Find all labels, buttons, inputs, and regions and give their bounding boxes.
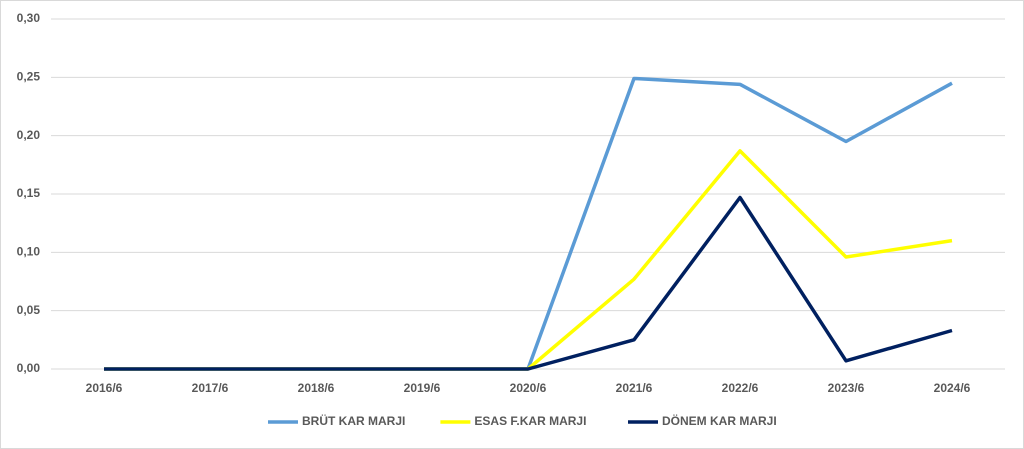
legend-label: DÖNEM KAR MARJI bbox=[662, 413, 777, 428]
y-tick-label: 0,25 bbox=[17, 70, 41, 84]
x-tick-label: 2017/6 bbox=[192, 381, 229, 395]
y-tick-label: 0,10 bbox=[17, 245, 41, 259]
x-tick-label: 2023/6 bbox=[828, 381, 865, 395]
series-line bbox=[104, 195, 953, 371]
y-tick-label: 0,05 bbox=[17, 303, 41, 317]
y-tick-label: 0,15 bbox=[17, 186, 41, 200]
x-tick-label: 2016/6 bbox=[86, 381, 123, 395]
x-tick-label: 2020/6 bbox=[510, 381, 547, 395]
y-tick-label: 0,20 bbox=[17, 128, 41, 142]
legend-label: ESAS F.KAR MARJI bbox=[474, 414, 586, 428]
x-tick-label: 2024/6 bbox=[934, 381, 971, 395]
x-tick-label: 2019/6 bbox=[404, 381, 441, 395]
x-tick-label: 2018/6 bbox=[298, 381, 335, 395]
x-tick-label: 2022/6 bbox=[722, 381, 759, 395]
x-tick-label: 2021/6 bbox=[616, 381, 653, 395]
y-tick-label: 0,00 bbox=[17, 361, 41, 375]
y-tick-label: 0,30 bbox=[17, 11, 41, 25]
legend-label: BRÜT KAR MARJI bbox=[302, 413, 405, 428]
